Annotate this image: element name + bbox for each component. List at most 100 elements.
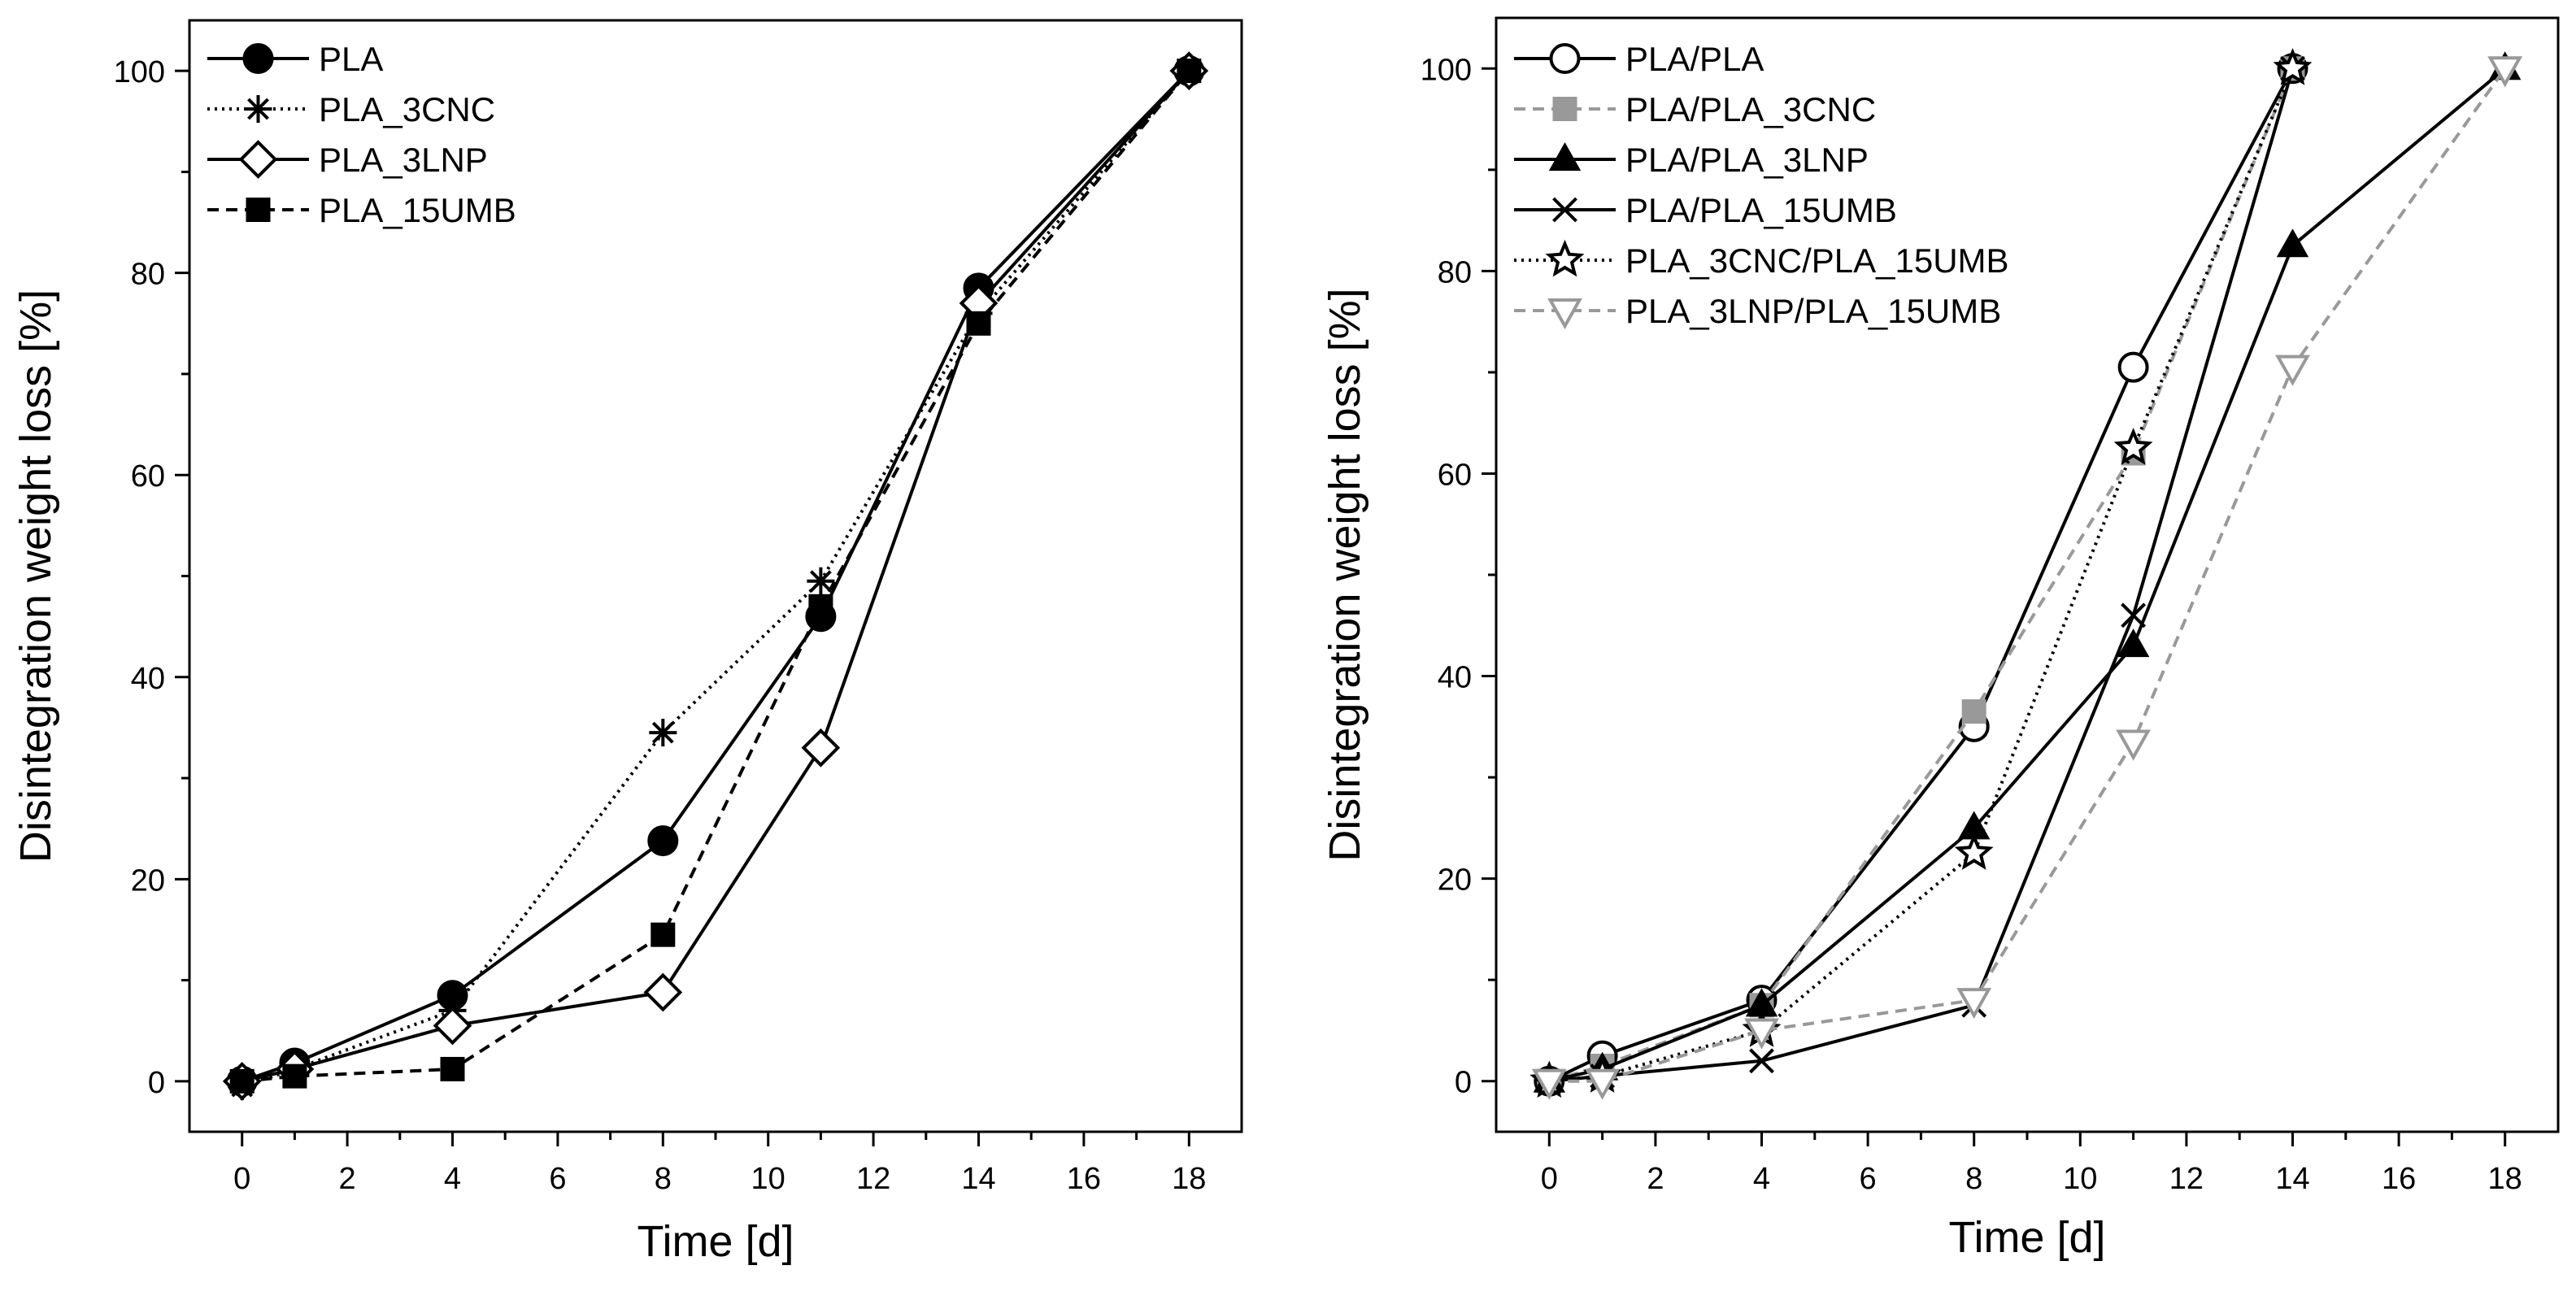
x-tick-label-0: 0 — [1541, 1162, 1558, 1196]
legend-marker — [1547, 298, 1582, 330]
series-pla-pla-3lnp-point — [2117, 628, 2150, 658]
legend-label: PLA_15UMB — [319, 191, 516, 229]
series-pla-3lnp-pla-15umb-point-shape — [2275, 354, 2310, 386]
series-pla-3cnc-pla-15umb-point-shape — [2273, 48, 2313, 85]
y-tick-label-80: 80 — [131, 258, 165, 292]
legend-label: PLA_3CNC/PLA_15UMB — [1625, 241, 2009, 280]
series-pla-3lnp-pla-15umb-point-shape — [2487, 56, 2523, 88]
x-tick-label-6: 6 — [549, 1162, 566, 1196]
legend-label: PLA/PLA_3LNP — [1625, 141, 1869, 179]
x-axis-label: Time [d] — [637, 1217, 794, 1266]
series-pla-pla-3lnp-point — [2276, 228, 2309, 258]
series-pla-pla-3lnp-point-shape — [2276, 228, 2309, 258]
series-pla-15umb-point-shape — [1177, 59, 1202, 84]
legend-entry-pla-pla-15umb: PLA/PLA_15UMB — [1514, 191, 1897, 229]
series-pla-3lnp-pla-15umb-point — [1744, 1018, 1779, 1050]
legend-entry-pla-3lnp-pla-15umb: PLA_3LNP/PLA_15UMB — [1514, 292, 2001, 330]
legend-label: PLA_3LNP/PLA_15UMB — [1625, 292, 2001, 330]
series-pla-3lnp-pla-15umb-point — [1956, 988, 1992, 1020]
series-pla-3cnc-point — [649, 719, 677, 747]
legend-marker-shape — [244, 95, 272, 123]
series-pla-3cnc-pla-15umb-point — [2273, 48, 2313, 85]
legend-marker — [1552, 97, 1577, 121]
x-tick-label-6: 6 — [1860, 1162, 1877, 1196]
legend-label: PLA/PLA — [1625, 40, 1764, 78]
series-pla-3lnp-point — [433, 1006, 472, 1046]
legend-marker-shape — [1545, 239, 1585, 277]
series-pla-pla-point-shape — [2117, 351, 2149, 383]
series-pla-point — [647, 825, 679, 857]
legend-label: PLA/PLA_15UMB — [1625, 191, 1897, 229]
legend-marker — [242, 43, 274, 74]
legend-marker — [244, 95, 272, 123]
legend-marker-shape — [238, 140, 278, 179]
legend-marker-shape — [1552, 197, 1577, 223]
x-tick-label-2: 2 — [1647, 1162, 1664, 1196]
series-pla-15umb-point-shape — [229, 1068, 255, 1094]
y-tick-label-100: 100 — [114, 55, 165, 89]
y-tick-label-40: 40 — [131, 662, 165, 696]
x-tick-label-10: 10 — [2063, 1162, 2097, 1196]
series-pla-3lnp-pla-15umb-point — [1531, 1068, 1567, 1100]
series-pla-15umb-point-shape — [651, 922, 676, 947]
series-pla-3lnp-point-shape — [801, 728, 841, 768]
series-pla-pla-15umb-point-shape — [2121, 602, 2147, 628]
legend-entry-pla-15umb: PLA_15UMB — [207, 191, 516, 229]
series-pla-3cnc-point-shape — [807, 567, 835, 595]
series-pla-3cnc-pla-15umb-point — [2113, 428, 2153, 465]
legend-marker — [238, 140, 278, 179]
legend-entry-pla-3lnp: PLA_3LNP — [207, 140, 488, 179]
series-pla-3lnp-point — [643, 972, 683, 1012]
legend-marker-shape — [1547, 298, 1582, 330]
legend-entry-pla-3cnc: PLA_3CNC — [207, 90, 495, 128]
series-pla-3lnp-pla-15umb-point-shape — [1956, 988, 1992, 1020]
series-pla-3lnp-pla-15umb-point — [2487, 56, 2523, 88]
series-pla-pla-3cnc-point-shape — [1961, 699, 1986, 724]
series-pla-pla-15umb-point — [1749, 1048, 1774, 1074]
series-pla-pla-15umb-point — [2121, 602, 2147, 628]
y-tick-label-20: 20 — [131, 863, 165, 898]
series-pla-pla-3cnc-point — [1961, 699, 1986, 724]
series-pla-15umb-point — [966, 311, 991, 336]
legend-marker — [1545, 239, 1585, 277]
series-pla-3cnc-pla-15umb-point-shape — [2113, 428, 2153, 465]
series-pla-15umb-point-shape — [966, 311, 991, 336]
legend-entry-pla-pla: PLA/PLA — [1514, 40, 1764, 78]
series-pla-15umb-point — [229, 1068, 255, 1094]
series-pla-3lnp-pla-15umb-point-shape — [1585, 1068, 1621, 1100]
series-pla-15umb-point — [808, 594, 833, 619]
series-pla-15umb-point — [651, 922, 676, 947]
y-tick-label-0: 0 — [148, 1066, 165, 1100]
x-tick-label-4: 4 — [444, 1162, 461, 1196]
series-pla-15umb-point — [440, 1056, 465, 1081]
legend-entry-pla-pla-3cnc: PLA/PLA_3CNC — [1514, 90, 1876, 128]
right-chart-panel: 0 2 4 6 8 10 12 14 16 18 0 20 40 60 80 100 Time [d] Disin… — [1321, 16, 2560, 1262]
legend-entry-pla-pla-3lnp: PLA/PLA_3LNP — [1514, 141, 1869, 179]
series-pla-3lnp-point-shape — [643, 972, 683, 1012]
legend-label: PLA_3LNP — [319, 141, 488, 179]
series-pla-3cnc-pla-15umb-point-shape — [1954, 833, 1994, 870]
legend-label: PLA/PLA_3CNC — [1625, 90, 1876, 128]
y-axis-label: Disintegration weight loss [%] — [1321, 288, 1369, 861]
x-axis-label: Time [d] — [1948, 1213, 2105, 1262]
series-pla-3lnp-pla-15umb — [1531, 56, 2523, 1100]
series-pla-pla-point — [2117, 351, 2149, 383]
series-pla-15umb — [229, 59, 1202, 1094]
series-pla-3lnp-pla-15umb-point — [2116, 729, 2152, 761]
y-tick-label-100: 100 — [1421, 53, 1472, 87]
plot-frame — [1495, 16, 2560, 1133]
legend-label: PLA_3CNC — [319, 90, 495, 128]
series-pla-pla-15umb-point-shape — [1749, 1048, 1774, 1074]
x-tick-label-14: 14 — [2275, 1162, 2309, 1196]
x-tick-label-12: 12 — [856, 1162, 890, 1196]
x-tick-label-18: 18 — [1172, 1162, 1206, 1196]
y-tick-label-60: 60 — [1438, 458, 1472, 492]
x-tick-label-2: 2 — [339, 1162, 356, 1196]
left-chart-panel: 0 2 4 6 8 10 12 14 16 18 0 20 40 60 80 100 Time [d] Disin… — [11, 19, 1243, 1266]
x-tick-label-18: 18 — [2488, 1162, 2522, 1196]
legend-marker — [246, 198, 271, 222]
y-tick-label-0: 0 — [1455, 1066, 1472, 1100]
y-tick-label-20: 20 — [1438, 863, 1472, 898]
legend-label: PLA — [319, 40, 383, 78]
